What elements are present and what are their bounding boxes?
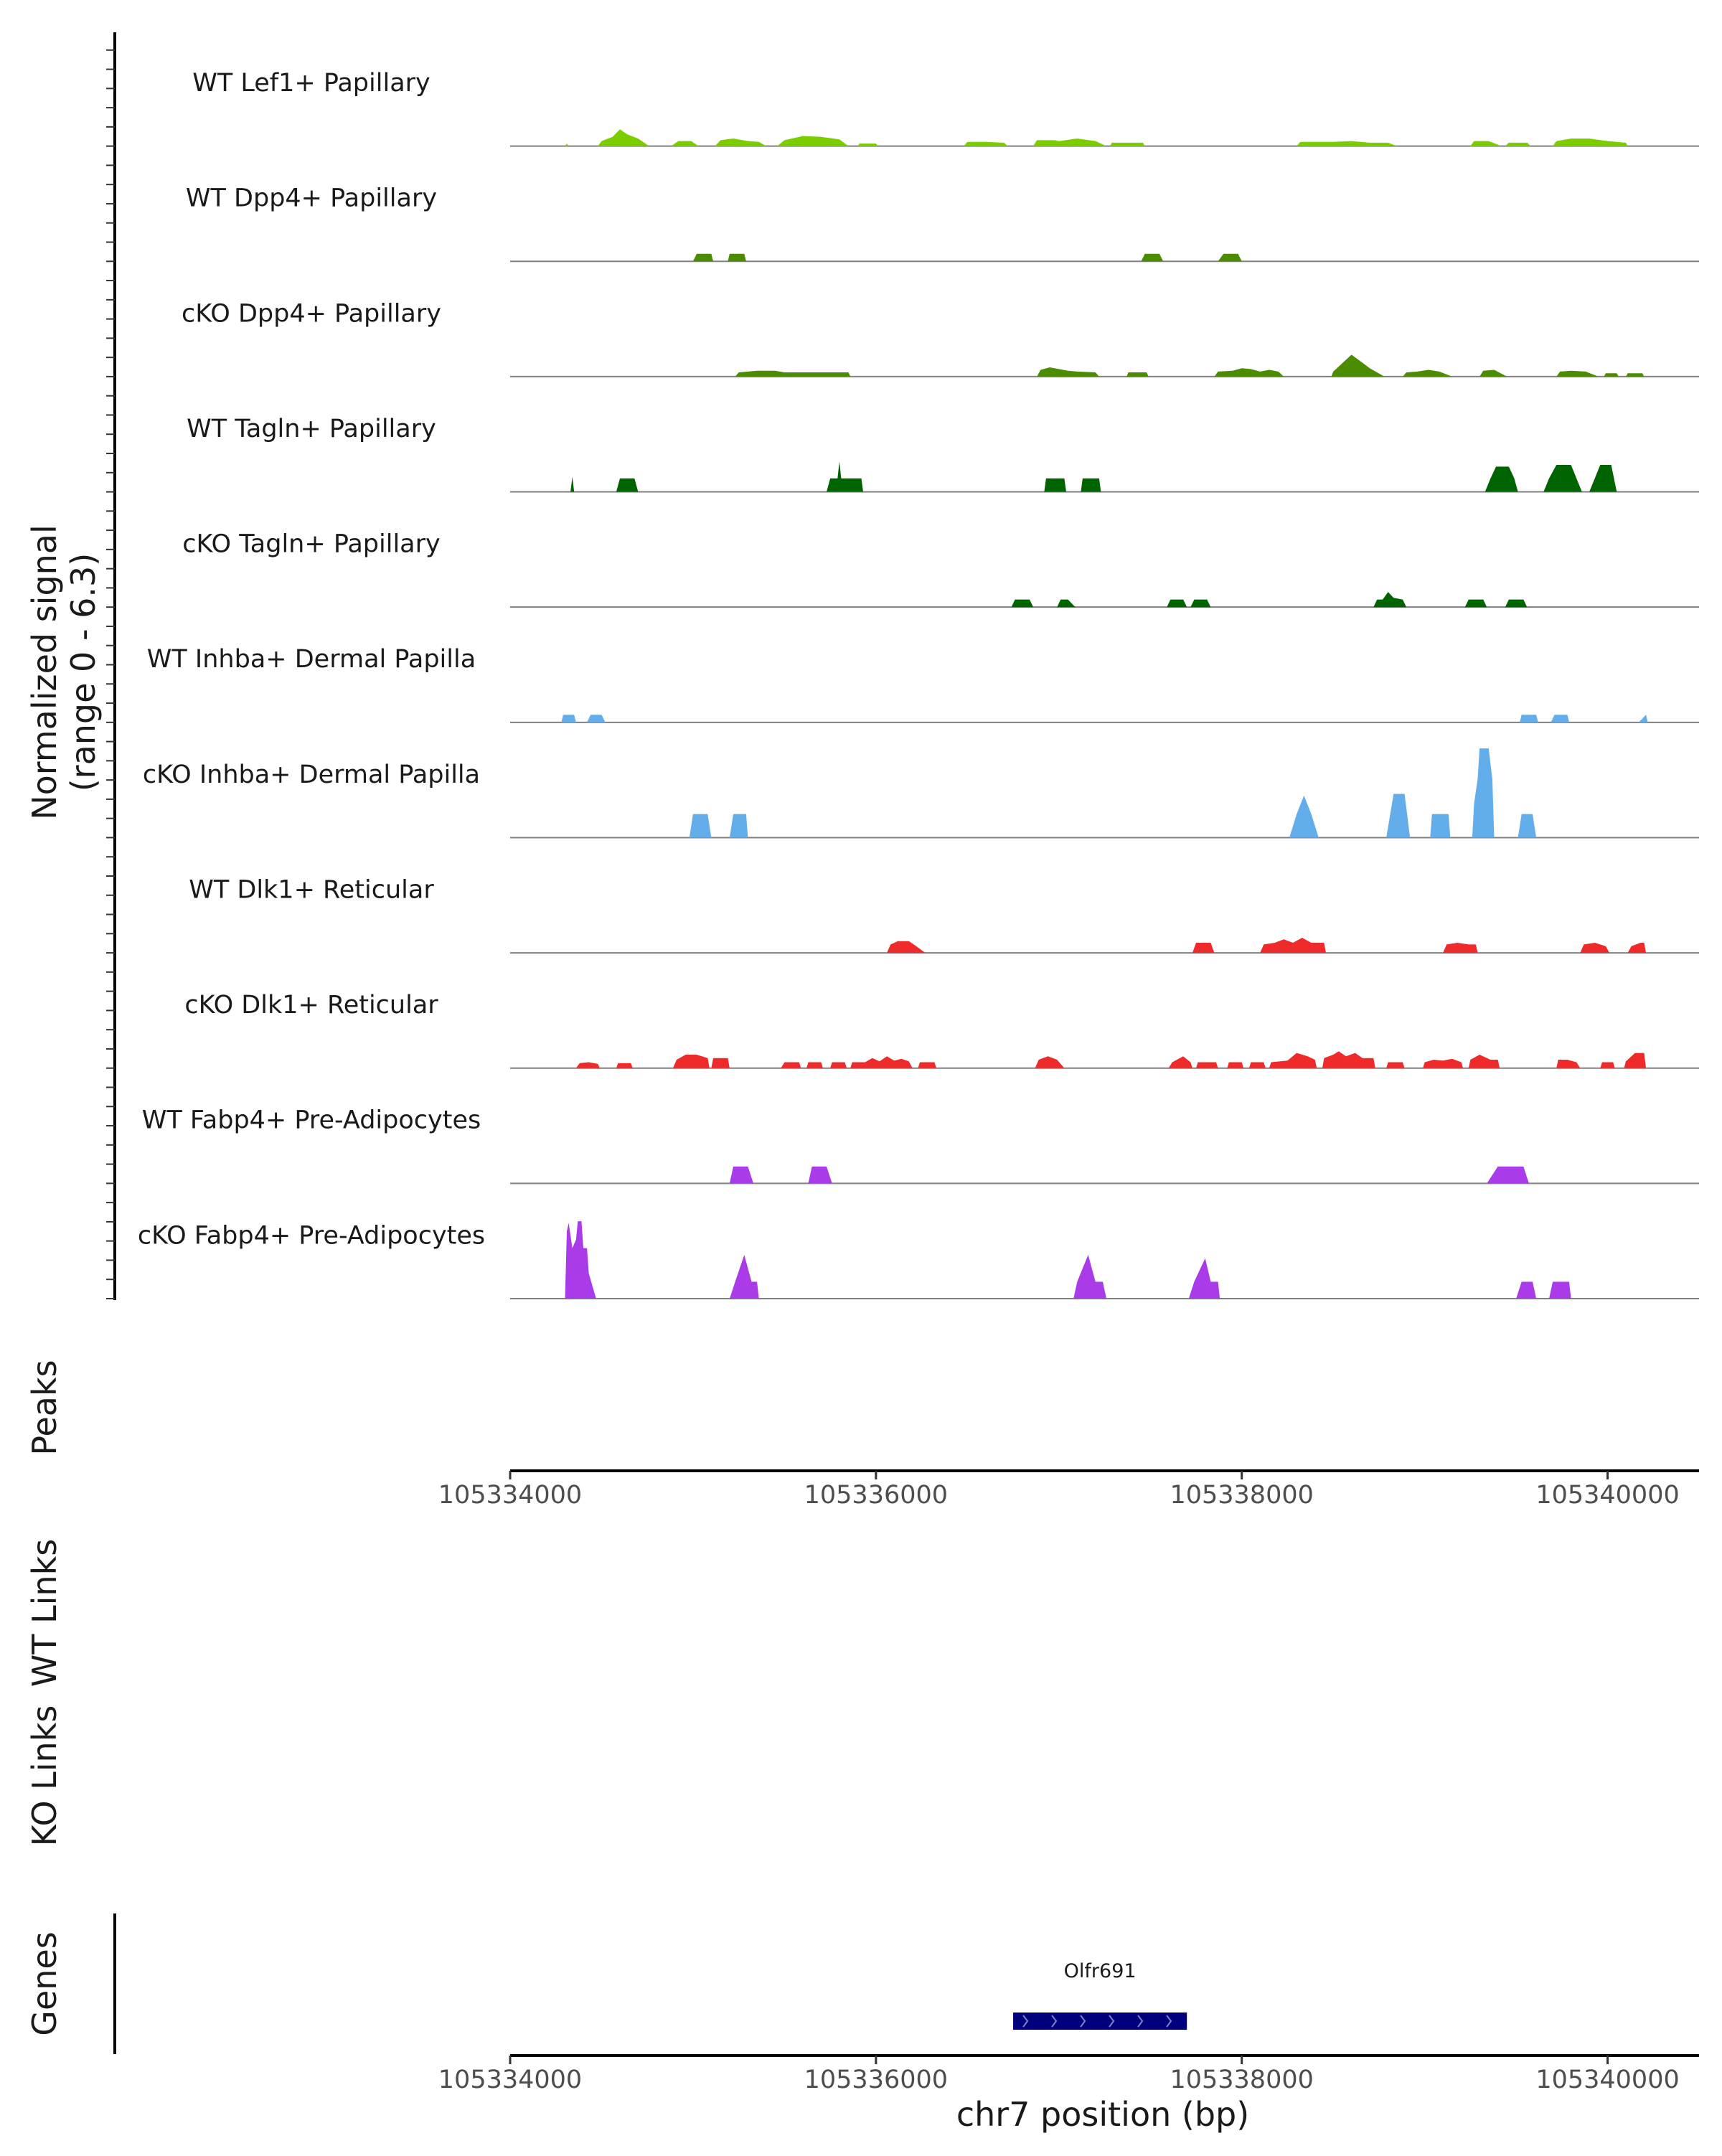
track-label: cKO Inhba+ Dermal Papilla — [143, 761, 480, 789]
x-axis-title: chr7 position (bp) — [956, 2095, 1249, 2134]
coverage-y-axis-ticks — [106, 49, 115, 1299]
x-tick-label: 105334000 — [438, 1481, 582, 1510]
gene-models: Olfr691 — [1013, 1960, 1187, 2030]
x-tick-label: 105334000 — [438, 2066, 582, 2094]
track-6: cKO Inhba+ Dermal Papilla — [143, 748, 1699, 839]
coverage-area — [561, 715, 1648, 722]
links-panel: WT Links KO Links — [25, 1539, 64, 1847]
track-2: cKO Dpp4+ Papillary — [182, 299, 1699, 377]
x-tick-label: 105338000 — [1170, 1481, 1313, 1510]
coverage-area — [1011, 592, 1528, 608]
genes-label: Genes — [25, 1931, 64, 2035]
coverage-ylabel: Normalized signal — [25, 524, 64, 820]
track-0: WT Lef1+ Papillary — [192, 69, 1699, 147]
track-8: cKO Dlk1+ Reticular — [184, 991, 1699, 1069]
coverage-panel: Normalized signal (range 0 - 6.3) WT Lef… — [25, 32, 1699, 1300]
coverage-range-label: (range 0 - 6.3) — [64, 553, 103, 792]
track-4: cKO Tagln+ Papillary — [182, 530, 1699, 608]
coverage-area — [729, 1166, 1529, 1184]
peaks-label: Peaks — [25, 1360, 64, 1455]
x-tick-label: 105340000 — [1535, 1481, 1679, 1510]
x-tick-label: 105340000 — [1535, 2066, 1679, 2094]
genes-panel: Genes Olfr691 105334000 105336000 10533800… — [25, 1913, 1699, 2134]
x-tick-label: 105338000 — [1170, 2066, 1313, 2094]
track-10: cKO Fabp4+ Pre-Adipocytes — [138, 1221, 1699, 1299]
track-label: cKO Tagln+ Papillary — [182, 530, 441, 559]
track-label: WT Lef1+ Papillary — [192, 69, 430, 98]
ko-links-label: KO Links — [25, 1705, 64, 1847]
track-5: WT Inhba+ Dermal Papilla — [147, 645, 1699, 723]
gene-body — [1013, 2013, 1187, 2030]
track-label: WT Tagln+ Papillary — [187, 415, 436, 443]
coverage-area — [887, 938, 1647, 954]
track-label: WT Dlk1+ Reticular — [189, 875, 434, 904]
track-7: WT Dlk1+ Reticular — [189, 875, 1699, 954]
genes-x-axis: 105334000 105336000 105338000 105340000 — [438, 2056, 1680, 2094]
track-label: WT Inhba+ Dermal Papilla — [147, 645, 476, 674]
coverage-area — [565, 129, 1628, 146]
peaks-x-axis: 105334000 105336000 105338000 105340000 — [438, 1471, 1680, 1510]
coverage-area — [692, 253, 1242, 262]
coverage-area — [570, 461, 1617, 492]
track-label: WT Dpp4+ Papillary — [186, 184, 437, 213]
track-label: cKO Dlk1+ Reticular — [184, 991, 438, 1020]
wt-links-label: WT Links — [25, 1539, 64, 1687]
coverage-tracks: WT Lef1+ Papillary WT Dpp4+ Papillary cKO … — [138, 69, 1699, 1299]
coverage-area — [735, 354, 1645, 377]
track-label: cKO Fabp4+ Pre-Adipocytes — [138, 1221, 485, 1250]
track-label: cKO Dpp4+ Papillary — [182, 299, 441, 328]
x-tick-label: 105336000 — [804, 1481, 948, 1510]
x-tick-label: 105336000 — [804, 2066, 948, 2094]
coverage-area — [575, 1051, 1647, 1068]
peaks-panel: Peaks 105334000 105336000 105338000 1053400… — [25, 1360, 1699, 1510]
gene-strand-arrows — [1022, 2015, 1172, 2028]
track-9: WT Fabp4+ Pre-Adipocytes — [142, 1106, 1699, 1185]
track-3: WT Tagln+ Papillary — [187, 415, 1699, 493]
coverage-area — [689, 748, 1537, 838]
gene-name-label: Olfr691 — [1064, 1960, 1137, 1982]
track-label: WT Fabp4+ Pre-Adipocytes — [142, 1106, 481, 1135]
coverage-area — [565, 1221, 1571, 1299]
track-1: WT Dpp4+ Papillary — [186, 184, 1699, 263]
